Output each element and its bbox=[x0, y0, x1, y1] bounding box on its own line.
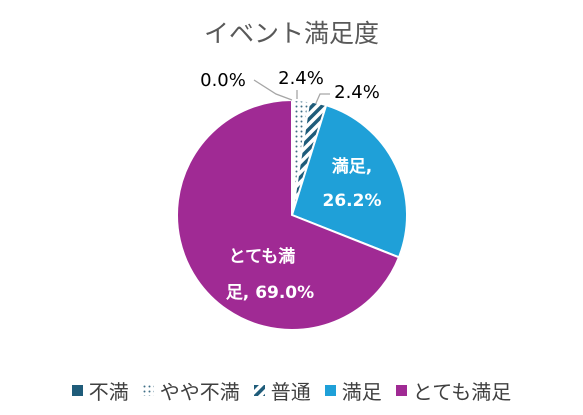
data-label-2: 2.4% bbox=[278, 68, 324, 89]
legend-label-4: 満足 bbox=[341, 380, 382, 404]
legend-item-1: 不満 bbox=[71, 376, 129, 405]
pie-chart: 0.0% 2.4% 2.4% 満足, 26.2% とても満足, 69.0% bbox=[176, 68, 408, 331]
legend-label-2: やや不満 bbox=[159, 380, 240, 404]
legend-label-1: 不満 bbox=[88, 380, 129, 404]
chart-title: イベント満足度 bbox=[203, 19, 379, 48]
data-label-5-line-1: とても満 bbox=[229, 246, 296, 267]
legend-label-5: とても満足 bbox=[412, 380, 512, 404]
legend-item-4: 満足 bbox=[324, 376, 382, 405]
leader-line-1 bbox=[253, 79, 293, 101]
legend-swatch-1 bbox=[71, 385, 83, 396]
legend-item-5: とても満足 bbox=[395, 376, 512, 405]
data-label-3: 2.4% bbox=[334, 82, 380, 103]
legend-label-3: 普通 bbox=[270, 380, 311, 404]
legend-swatch-5 bbox=[395, 385, 407, 396]
pie-slice-5 bbox=[176, 98, 401, 331]
legend-item-3: 普通 bbox=[253, 376, 311, 405]
data-label-4-line-1: 満足, bbox=[332, 156, 372, 177]
leader-line-3 bbox=[315, 93, 330, 104]
data-label-5-line-2: 足, 69.0% bbox=[226, 283, 314, 303]
legend-swatch-2 bbox=[142, 385, 154, 396]
legend-swatch-4 bbox=[324, 385, 336, 396]
data-label-1: 0.0% bbox=[200, 70, 246, 91]
legend-swatch-3 bbox=[253, 385, 265, 396]
data-label-4-line-2: 26.2% bbox=[323, 191, 382, 211]
pie-slice-4 bbox=[290, 103, 408, 259]
legend: 不満 やや不満 普通 満足 とても満足 bbox=[0, 376, 583, 405]
legend-item-2: やや不満 bbox=[142, 376, 240, 405]
